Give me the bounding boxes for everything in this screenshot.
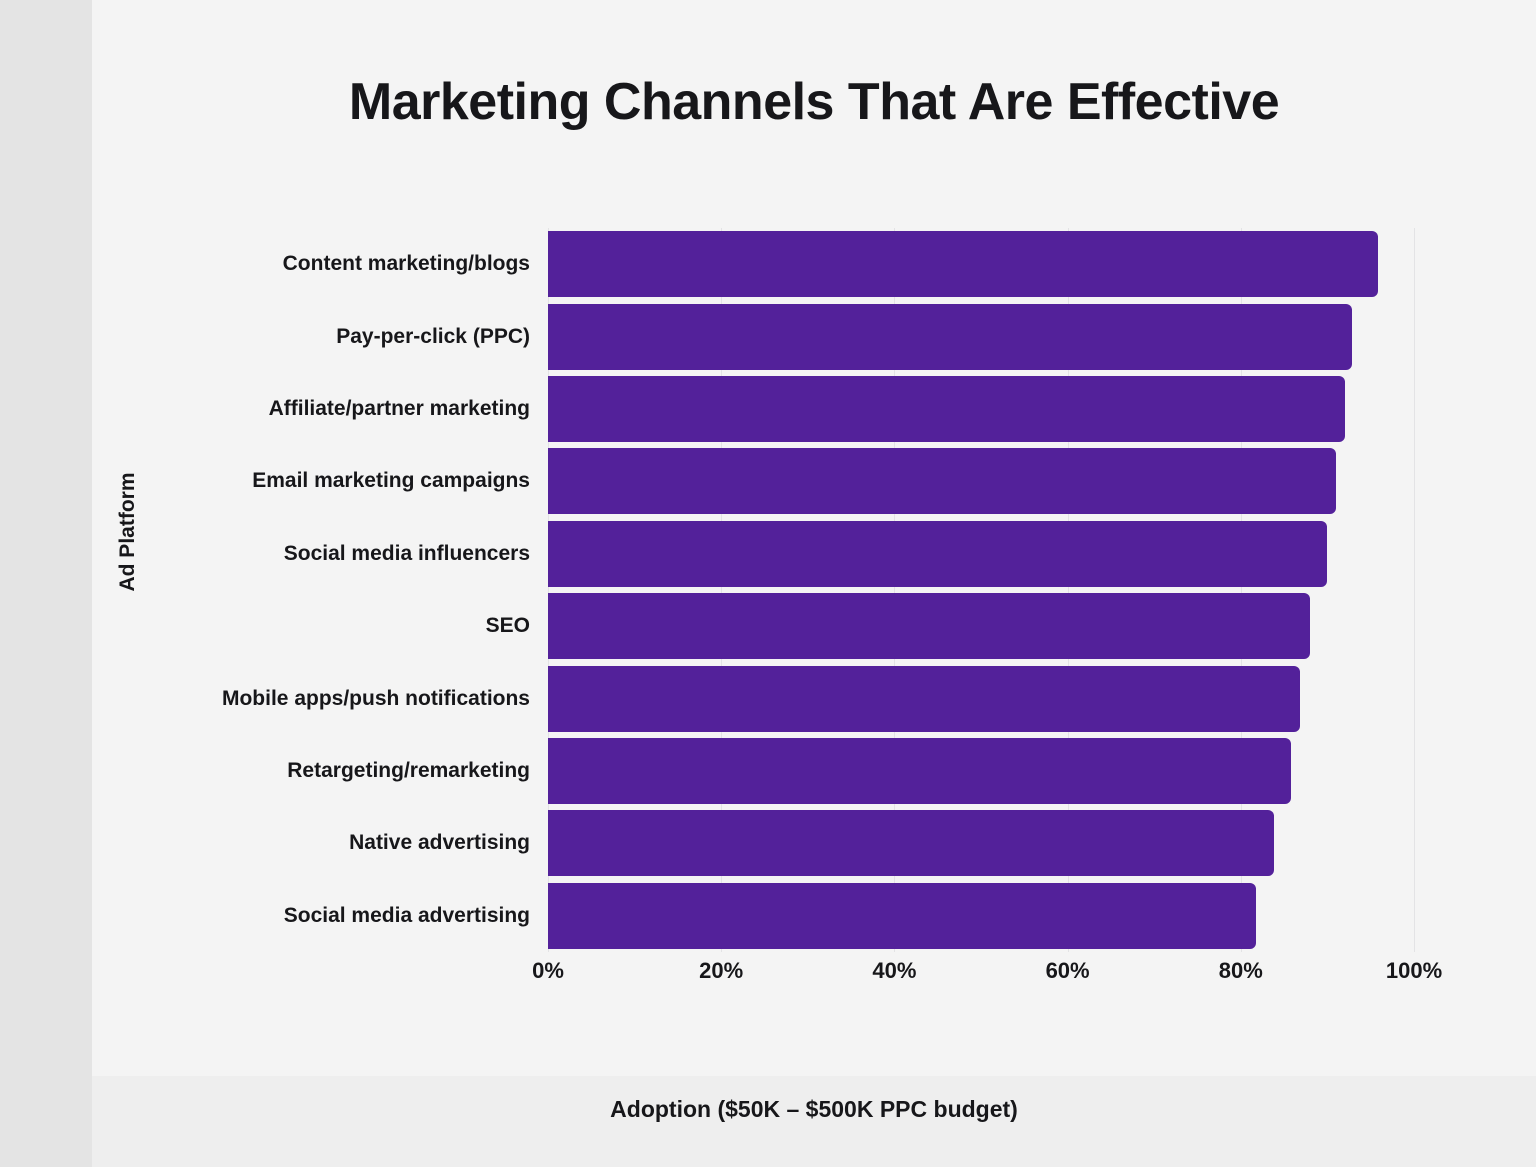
gridline [1240,228,1242,952]
bar-row: Social media advertising [284,882,1414,949]
category-label: SEO [485,614,530,638]
bar[interactable] [548,448,1337,515]
bar[interactable] [548,882,1257,949]
bar-row: Social media influencers [284,520,1414,587]
bar[interactable] [548,520,1328,587]
category-label: Native advertising [349,831,530,855]
bar-row: Affiliate/partner marketing [269,376,1414,442]
category-label: Affiliate/partner marketing [268,397,530,420]
category-label: Mobile apps/push notifications [221,686,530,710]
category-label: Retargeting/remarketing [287,759,530,782]
x-tick-label: 100% [1385,958,1443,983]
bar-row: Native advertising [349,810,1414,877]
bar[interactable] [548,376,1345,442]
x-tick-label: 80% [1218,958,1263,983]
bar-row: Pay-per-click (PPC) [336,303,1414,370]
bar-series: Content marketing/blogs Pay-per-click (PP… [222,228,1414,952]
plot-area: Content marketing/blogs Pay-per-click (PP… [222,228,1415,952]
left-margin-panel [0,0,92,1167]
x-tick-label: 60% [1045,958,1090,983]
gridline [894,228,896,952]
category-label: Social media advertising [283,903,530,927]
category-label: Pay-per-click (PPC) [336,324,530,348]
x-axis-ticks: 0% 20% 40% 60% 80% 100% [532,958,1442,998]
chart-content: Marketing Channels That Are Effective Ad… [92,0,1536,1122]
bar-row: Email marketing campaigns [252,448,1414,515]
bar[interactable] [548,810,1274,877]
bar[interactable] [548,303,1352,370]
x-tick-label: 20% [699,958,744,983]
gridlines [548,228,1415,952]
bar[interactable] [548,665,1300,732]
footer-band [92,1076,1536,1167]
gridline [721,228,723,952]
bar[interactable] [548,738,1292,804]
bar[interactable] [548,231,1378,298]
chart-title: Marketing Channels That Are Effective [348,73,1280,131]
gridline [548,228,549,952]
x-tick-label: 40% [872,958,917,983]
category-label: Content marketing/blogs [282,252,530,276]
y-axis-label: Ad Platform [116,472,139,592]
category-label: Social media influencers [283,541,530,565]
bar-row: Content marketing/blogs [283,231,1414,298]
x-axis-label: Adoption ($50K – $500K PPC budget) [610,1096,1018,1122]
gridline [1414,228,1415,952]
x-tick-label: 0% [532,958,564,983]
gridline [1067,228,1069,952]
bar-row: Mobile apps/push notifications [222,665,1414,732]
category-label: Email marketing campaigns [252,469,530,493]
bar-row: Retargeting/remarketing [287,738,1414,804]
bar[interactable] [548,593,1311,660]
bar-row: SEO [486,593,1414,660]
